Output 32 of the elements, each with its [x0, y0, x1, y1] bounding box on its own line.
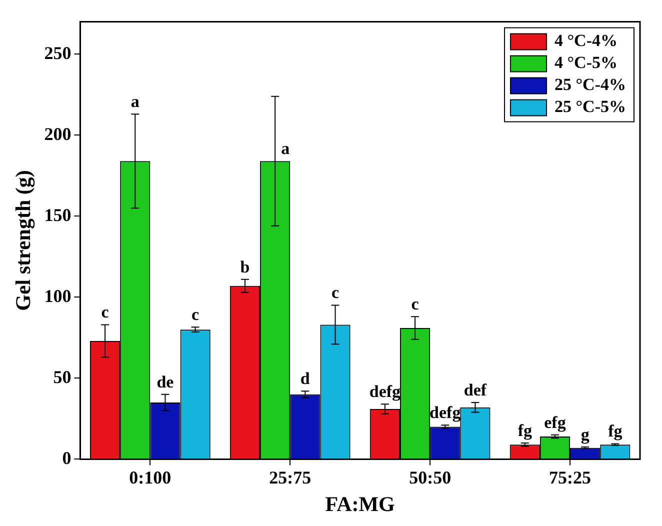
x-tick-label: 50:50 — [409, 468, 452, 488]
data-label: efg — [544, 412, 566, 432]
x-tick-label: 25:75 — [269, 468, 312, 488]
y-tick-label: 150 — [44, 204, 72, 225]
y-tick-label: 0 — [62, 448, 72, 468]
data-label: de — [156, 372, 174, 392]
data-label: a — [130, 92, 140, 112]
y-tick-label: 100 — [44, 286, 72, 306]
legend-label: 4 °C-5% — [554, 53, 618, 72]
data-label: c — [411, 294, 420, 314]
data-label: b — [240, 257, 250, 276]
data-label: c — [192, 305, 200, 324]
data-label: d — [300, 369, 310, 388]
legend-label: 4 °C-4% — [554, 31, 618, 50]
legend-label: 25 °C-4% — [554, 75, 626, 94]
x-axis-title: FA:MG — [325, 492, 395, 516]
y-tick-label: 200 — [44, 124, 72, 144]
y-axis-title: Gel strength (g) — [11, 170, 36, 311]
data-label: g — [580, 424, 590, 444]
legend-label: 25 °C-5% — [554, 97, 626, 116]
data-label: fg — [518, 420, 532, 440]
data-label: c — [331, 283, 340, 302]
data-label: defg — [430, 403, 462, 422]
x-tick-label: 75:25 — [549, 468, 592, 488]
data-label: a — [281, 139, 290, 158]
y-tick-label: 50 — [53, 366, 72, 387]
data-label: fg — [608, 422, 623, 441]
x-tick-label: 0:100 — [129, 468, 172, 488]
data-label: defg — [369, 382, 402, 402]
data-label: def — [464, 380, 487, 400]
y-tick-label: 250 — [44, 42, 72, 63]
data-label: c — [101, 302, 110, 322]
